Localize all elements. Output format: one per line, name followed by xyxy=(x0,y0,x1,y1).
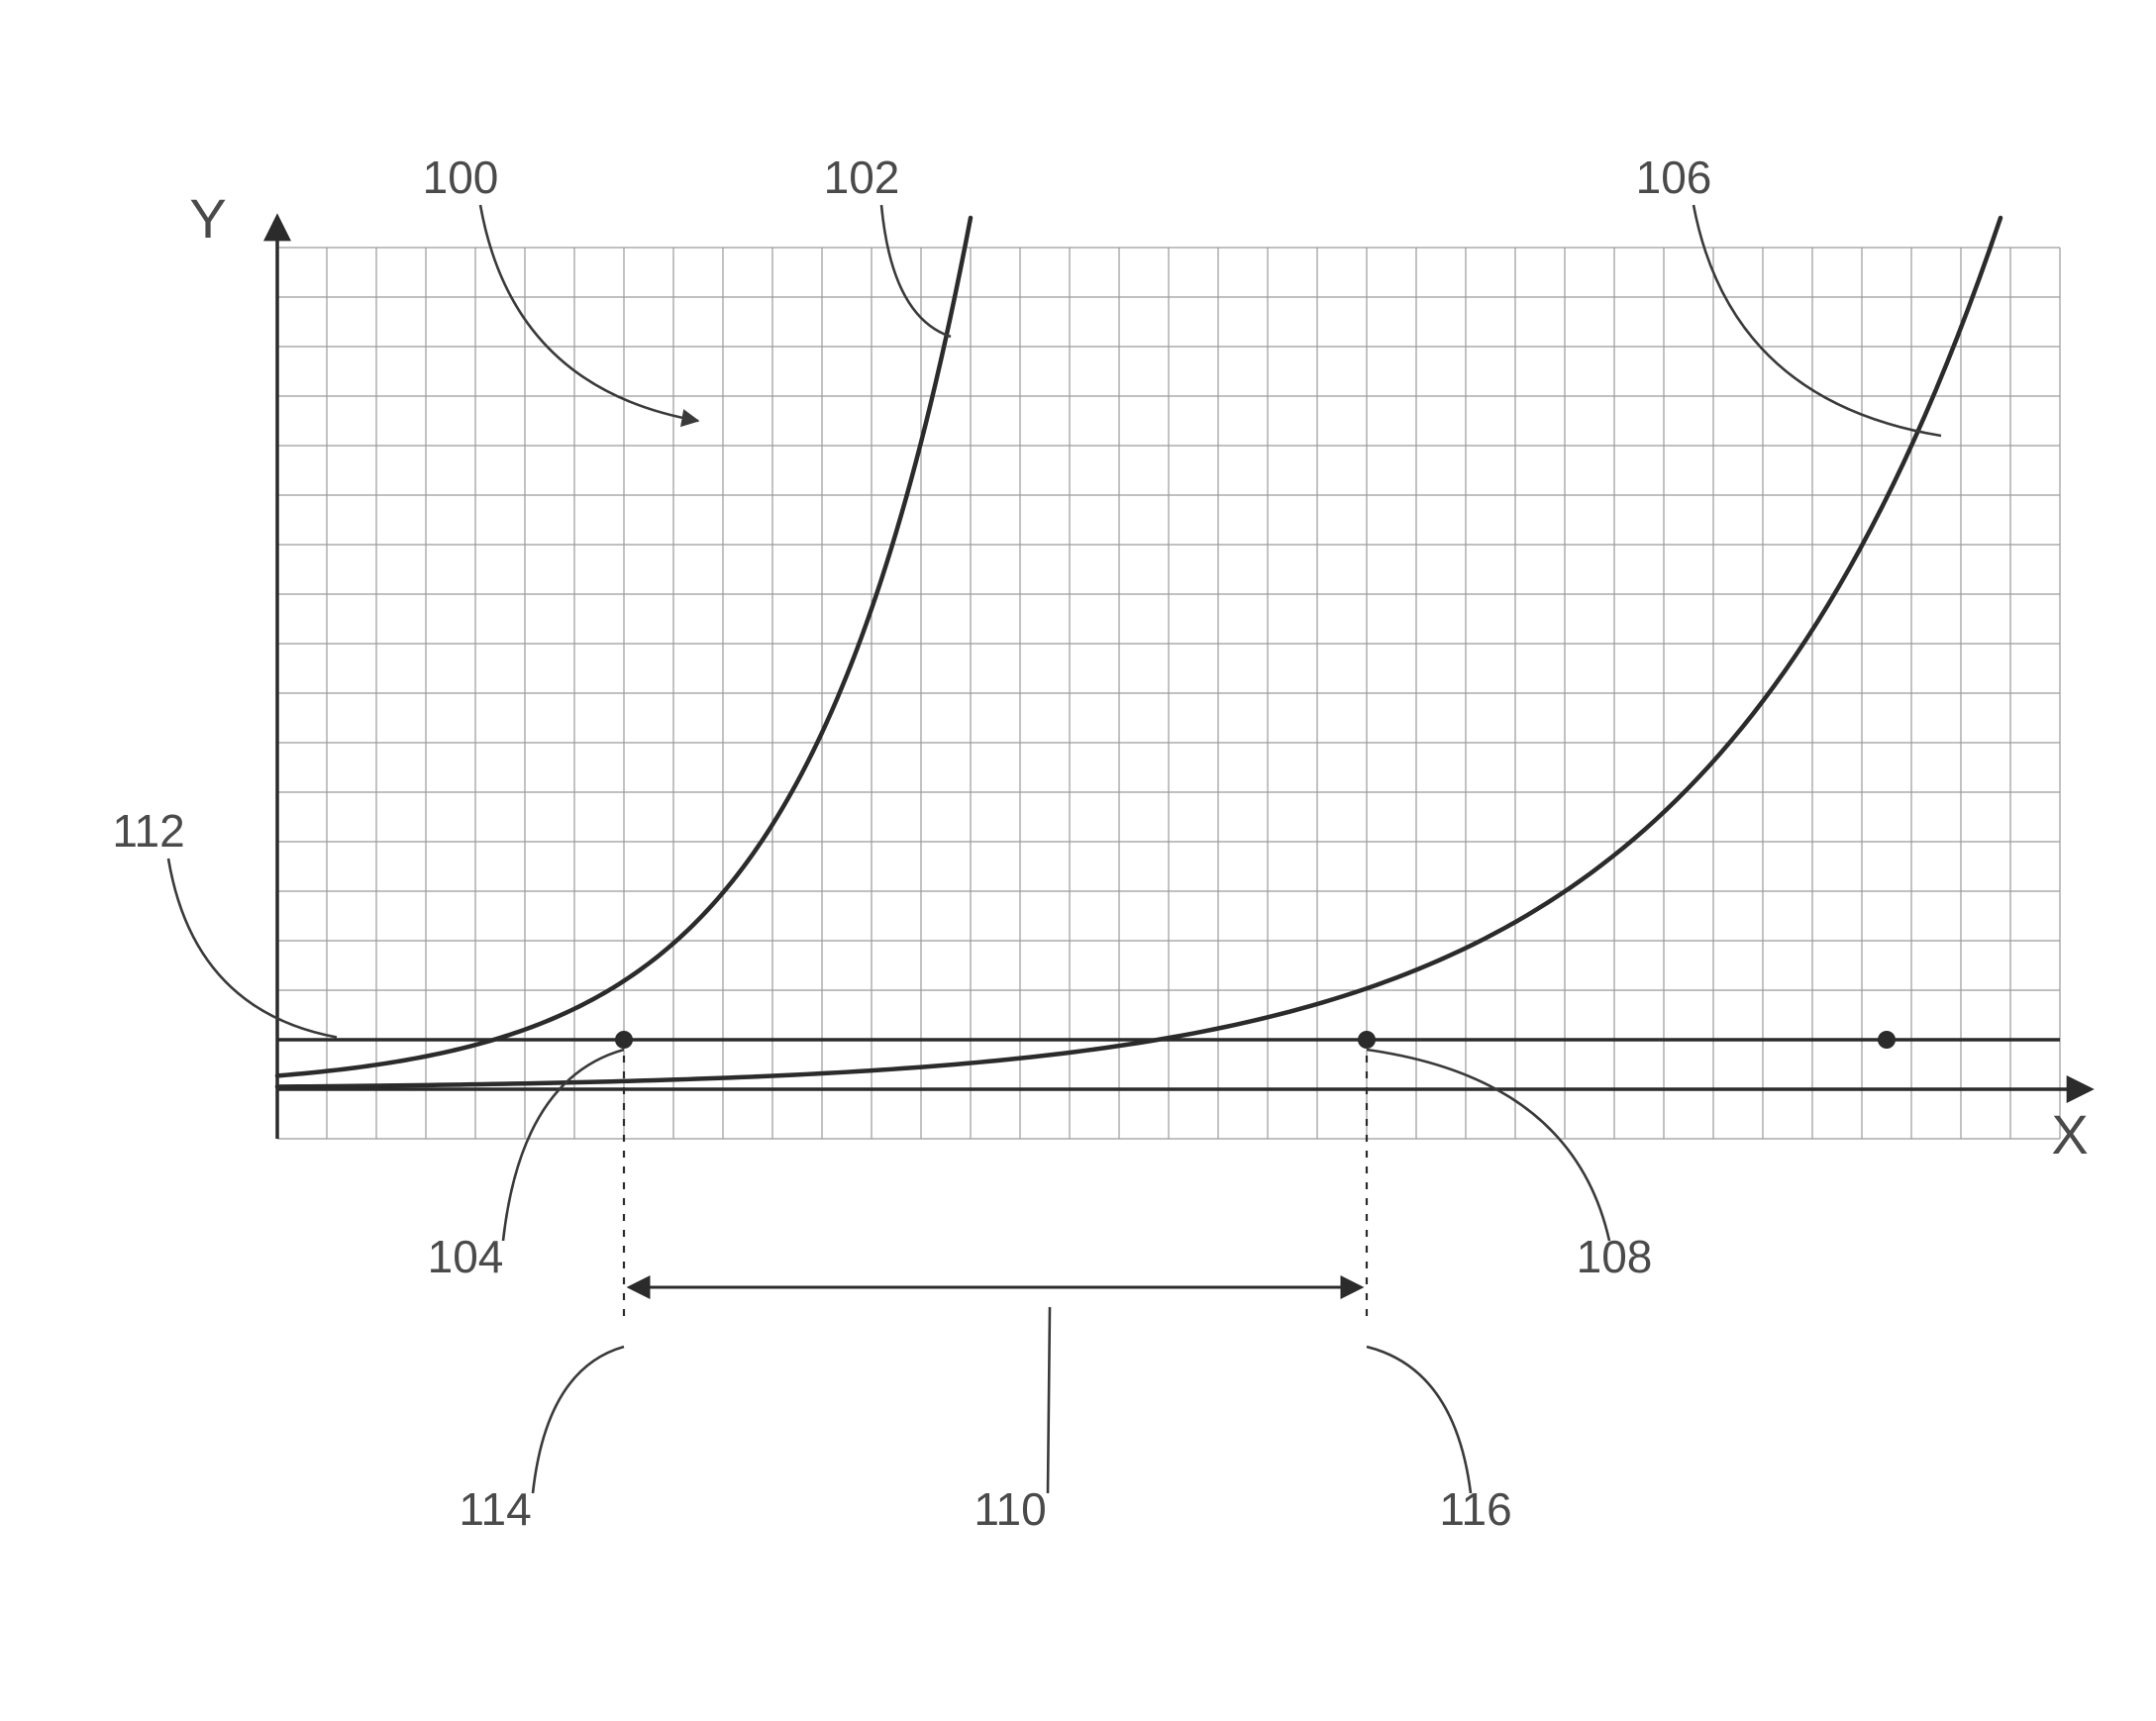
curve-106 xyxy=(277,218,2001,1087)
callout-label-106: 106 xyxy=(1636,152,1712,203)
callout-leader-106 xyxy=(1694,205,1941,436)
callout-leader-104 xyxy=(503,1050,624,1241)
callout-label-112: 112 xyxy=(112,805,184,857)
callout-leader-100 xyxy=(480,205,698,421)
diagram-svg: Y X 100 102 106 112 104 108 114 110 116 xyxy=(0,0,2156,1721)
callout-leader-116 xyxy=(1367,1347,1471,1493)
callout-label-100: 100 xyxy=(423,152,499,203)
callout-label-104: 104 xyxy=(428,1231,504,1282)
callout-leader-112 xyxy=(168,859,337,1038)
callout-leader-110 xyxy=(1048,1307,1050,1493)
callout-label-110: 110 xyxy=(974,1483,1046,1535)
x-axis-label: X xyxy=(2051,1103,2088,1165)
y-axis-label: Y xyxy=(189,187,226,250)
callout-leader-114 xyxy=(533,1347,624,1493)
callout-label-108: 108 xyxy=(1577,1231,1653,1282)
callout-label-114: 114 xyxy=(459,1483,531,1535)
callout-leader-102 xyxy=(881,205,951,337)
marker-extra xyxy=(1878,1031,1896,1049)
callout-label-116: 116 xyxy=(1439,1483,1511,1535)
callout-leader-108 xyxy=(1367,1050,1609,1241)
grid xyxy=(277,248,2060,1139)
callout-label-102: 102 xyxy=(824,152,900,203)
